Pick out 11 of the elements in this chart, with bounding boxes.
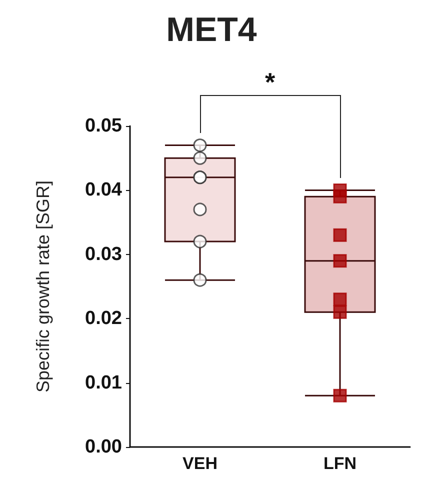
text: *	[264, 67, 276, 97]
y-tick-label: 0.00	[85, 436, 122, 458]
y-tick-label: 0.03	[85, 244, 122, 265]
y-tick-label: 0.02	[85, 308, 122, 330]
y-tick-label: 0.01	[85, 372, 122, 394]
y-tick-label: 0.04	[85, 180, 122, 201]
chart-title: MET4	[166, 11, 257, 49]
y-tick-label: 0.05	[85, 116, 122, 136]
y-axis-title: Specific growth rate [SGR]	[33, 180, 53, 393]
x-tick-label: VEH	[182, 454, 218, 473]
x-tick-label: LFN	[323, 454, 357, 473]
